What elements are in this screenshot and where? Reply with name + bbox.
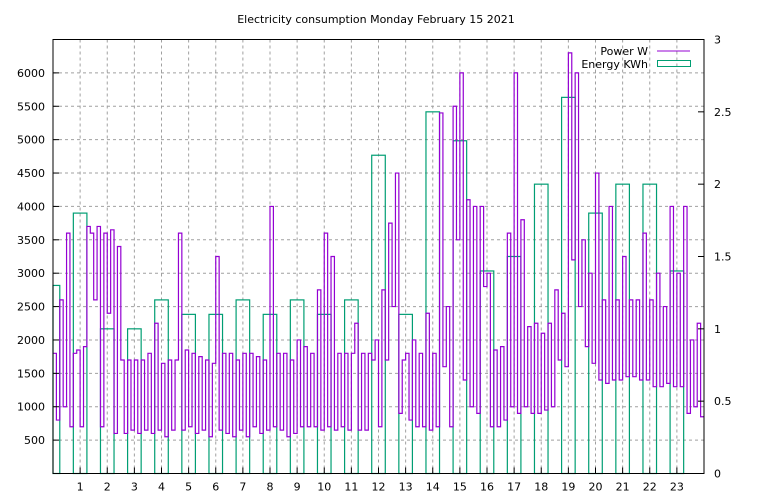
y-tick-label: 4500 [17,167,45,180]
x-tick-label: 20 [589,481,603,494]
legend: Power W Energy KWh [581,45,691,71]
x-tick-label: 3 [131,481,138,494]
chart-title: Electricity consumption Monday February … [237,13,515,26]
y-tick-label: 500 [24,434,45,447]
x-tick-label: 17 [507,481,521,494]
x-tick-label: 19 [561,481,575,494]
legend-swatch-energy [657,60,691,67]
y-tick-label: 5000 [17,134,45,147]
legend-label-energy: Energy KWh [581,58,648,71]
x-tick-label: 2 [104,481,111,494]
y2-tick-label: 2 [714,178,721,191]
x-tick-label: 9 [294,481,301,494]
y2-tick-label: 2.5 [714,106,732,119]
y2-axis: 0 0.5 1 1.5 2 2.5 3 [698,34,732,481]
legend-label-power: Power W [600,45,648,58]
x-tick-label: 18 [534,481,548,494]
y-tick-label: 6000 [17,67,45,80]
y-axis: 500 1000 1500 2000 2500 3000 3500 4000 4500 5000 5… [17,67,59,447]
x-tick-label: 21 [616,481,630,494]
x-tick-label: 11 [344,481,358,494]
y-tick-label: 3000 [17,267,45,280]
x-tick-label: 15 [453,481,467,494]
y2-tick-label: 1.5 [714,251,732,264]
x-tick-label: 6 [212,481,219,494]
y-tick-label: 1000 [17,401,45,414]
y2-tick-label: 0.5 [714,395,732,408]
x-tick-label: 1 [77,481,84,494]
x-tick-label: 22 [643,481,657,494]
y-tick-label: 1500 [17,367,45,380]
y2-tick-label: 0 [714,468,721,481]
x-axis: 1 2 3 4 5 6 7 8 9 10 11 12 13 14 15 16 17 18 19 20 21 22 23 [77,467,684,494]
x-tick-label: 23 [670,481,684,494]
x-tick-label: 10 [317,481,331,494]
x-tick-label: 13 [399,481,413,494]
y2-tick-label: 1 [714,323,721,336]
x-tick-label: 7 [239,481,246,494]
y-tick-label: 2500 [17,301,45,314]
y-tick-label: 3500 [17,234,45,247]
x-tick-label: 16 [480,481,494,494]
y2-tick-label: 3 [714,34,721,47]
x-tick-label: 8 [267,481,274,494]
y-tick-label: 5500 [17,100,45,113]
power-line [53,52,704,438]
y-tick-label: 2000 [17,334,45,347]
x-tick-label: 4 [158,481,165,494]
x-tick-label: 14 [426,481,440,494]
x-tick-label: 12 [372,481,386,494]
power-series [53,52,704,438]
y-tick-label: 4000 [17,200,45,213]
x-tick-label: 5 [185,481,192,494]
